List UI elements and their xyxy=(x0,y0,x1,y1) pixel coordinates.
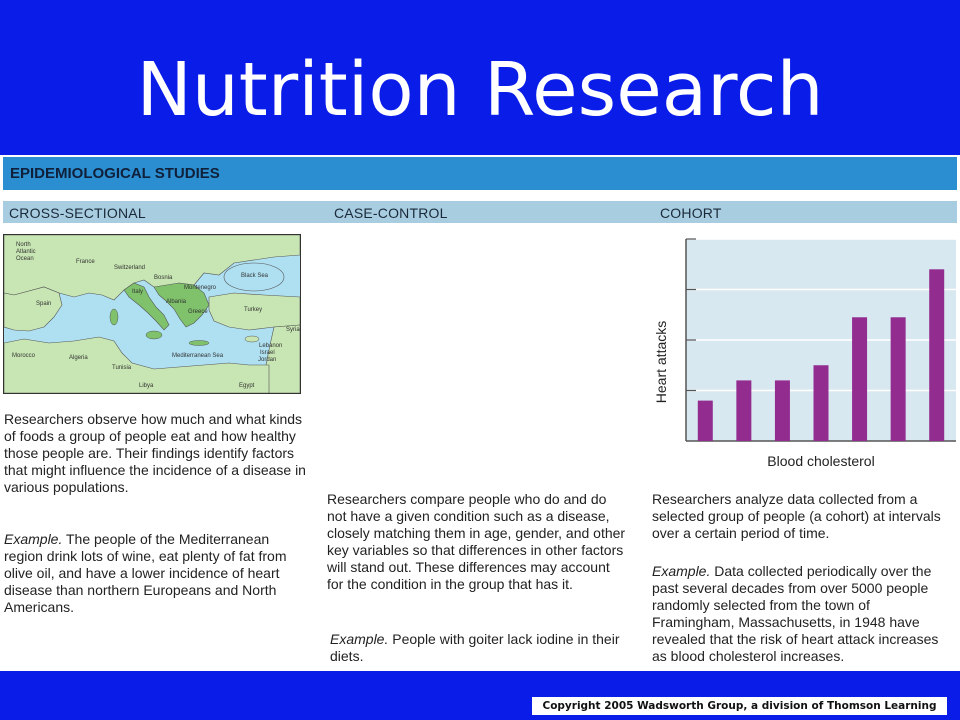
levant-landmass xyxy=(265,324,300,393)
cross-sectional-example-text: The people of the Mediterranean region d… xyxy=(4,531,287,615)
map-label-turkey: Turkey xyxy=(244,307,263,313)
copyright-notice: Copyright 2005 Wadsworth Group, a divisi… xyxy=(532,697,947,715)
column-header-bar: CROSS-SECTIONAL CASE-CONTROL COHORT xyxy=(3,201,957,223)
sardinia-island xyxy=(109,308,119,326)
map-label-morocco: Morocco xyxy=(12,353,36,359)
map-label-montenegro: Montenegro xyxy=(184,285,217,291)
map-label-lebanon: Lebanon xyxy=(259,343,283,349)
map-label-spain: Spain xyxy=(36,301,52,307)
chart-bar xyxy=(736,380,752,441)
map-label-israel: Israel xyxy=(260,350,275,356)
column-header-case-control: CASE-CONTROL xyxy=(334,205,448,221)
sicily-island xyxy=(145,330,163,340)
case-control-description: Researchers compare people who do and do… xyxy=(327,491,626,592)
table-header: EPIDEMIOLOGICAL STUDIES xyxy=(10,165,220,182)
slide-title: Nutrition Research xyxy=(136,47,824,133)
cohort-example: Example. Data collected periodically ove… xyxy=(652,563,952,665)
map-label-egypt: Egypt xyxy=(239,383,255,389)
map-label-switzerland: Switzerland xyxy=(114,265,146,271)
column-header-cohort: COHORT xyxy=(660,205,722,221)
chart-y-label: Heart attacks xyxy=(653,321,669,403)
chart-bar xyxy=(929,269,945,441)
column-header-cross-sectional: CROSS-SECTIONAL xyxy=(9,205,146,221)
table-header-bar: EPIDEMIOLOGICAL STUDIES xyxy=(3,157,957,190)
italy-landmass xyxy=(123,282,170,331)
cross-sectional-description: Researchers observe how much and what ki… xyxy=(4,411,306,495)
content-panel: EPIDEMIOLOGICAL STUDIES CROSS-SECTIONAL … xyxy=(0,155,960,671)
iberia-landmass xyxy=(4,286,63,332)
chart-bar xyxy=(697,400,713,441)
cohort-example-text: Data collected periodically over the pas… xyxy=(652,563,939,664)
mediterranean-map: North Atlantic Ocean France Switzerland … xyxy=(3,234,301,394)
chart-bar xyxy=(774,380,790,441)
chart-bar xyxy=(813,365,829,441)
map-label-jordan: Jordan xyxy=(258,357,277,363)
map-label-syria: Syria xyxy=(286,327,300,333)
chart-bar xyxy=(890,317,906,441)
map-label-libya: Libya xyxy=(139,383,154,389)
case-control-example-text: People with goiter lack iodine in their … xyxy=(330,631,620,664)
cohort-chart: Blood cholesterol Heart attacks xyxy=(650,231,960,476)
cohort-example-label: Example. xyxy=(652,563,711,579)
cohort-chart-svg: Blood cholesterol Heart attacks xyxy=(653,238,956,469)
case-control-example: Example. People with goiter lack iodine … xyxy=(330,631,620,665)
crete-island xyxy=(188,340,210,346)
map-label-bosnia: Bosnia xyxy=(154,275,173,281)
cohort-description: Researchers analyze data collected from … xyxy=(652,491,941,541)
map-graphic xyxy=(4,235,300,393)
map-label-black-sea: Black Sea xyxy=(241,273,269,279)
map-label-algeria: Algeria xyxy=(69,355,88,361)
map-label-albania: Albania xyxy=(166,299,187,305)
chart-bar xyxy=(852,317,868,441)
cyprus-island xyxy=(244,335,260,343)
map-label-france: France xyxy=(76,259,95,265)
north-africa-landmass xyxy=(4,336,270,393)
map-label-greece: Greece xyxy=(188,309,208,315)
map-label-italy: Italy xyxy=(132,289,144,295)
balkans-landmass xyxy=(153,282,210,328)
map-label-north-atlantic: North Atlantic Ocean xyxy=(16,242,36,262)
map-label-tunisia: Tunisia xyxy=(112,365,132,371)
map-label-mediterranean: Mediterranean Sea xyxy=(172,353,224,359)
chart-x-label: Blood cholesterol xyxy=(767,453,874,469)
cross-sectional-example: Example. The people of the Mediterranean… xyxy=(4,531,309,616)
cross-sectional-example-label: Example. xyxy=(4,531,63,547)
case-control-example-label: Example. xyxy=(330,631,389,647)
black-sea xyxy=(223,262,285,292)
